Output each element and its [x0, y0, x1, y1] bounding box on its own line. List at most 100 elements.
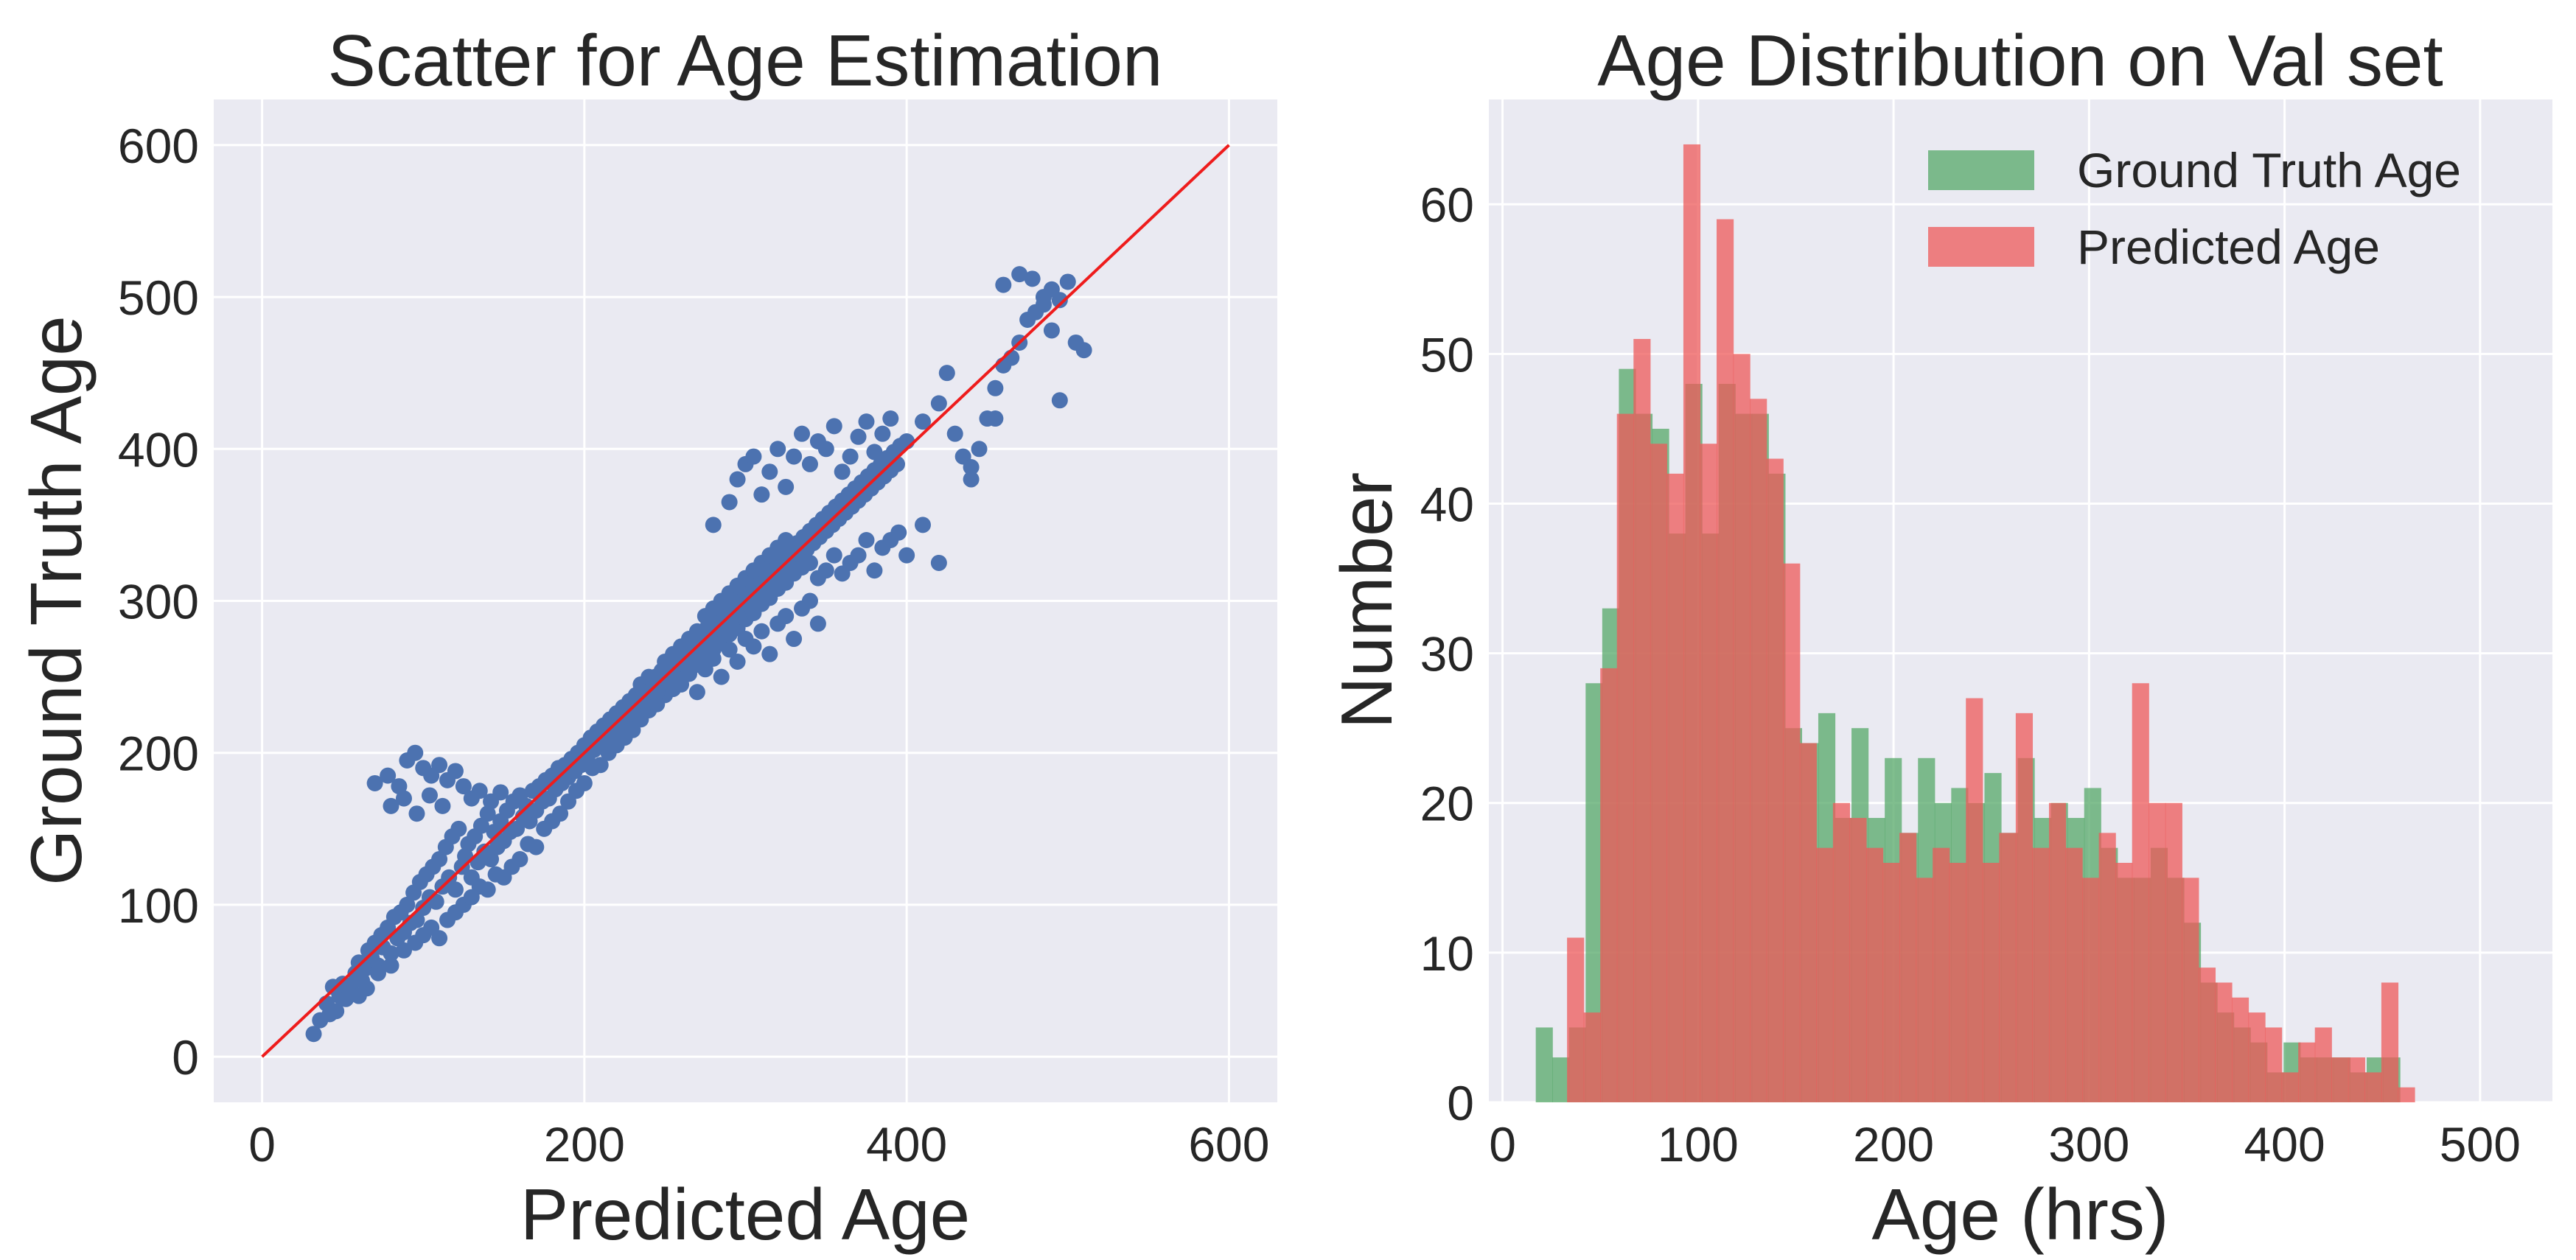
predicted-bar: [1933, 847, 1950, 1102]
predicted-bar: [1766, 458, 1784, 1102]
predicted-bar: [1949, 862, 1966, 1102]
legend-swatch-predicted: [1928, 227, 2034, 267]
histogram-panel: 0 100 200 300 400 500 0 10 20 30 40 50 60 Age Distr…: [1326, 20, 2552, 1255]
predicted-bar: [1600, 668, 1618, 1102]
scatter-point: [338, 990, 355, 1007]
scatter-point: [407, 744, 424, 761]
histogram-x-axis-label: Age (hrs): [1871, 1174, 2168, 1255]
predicted-bar: [1616, 413, 1634, 1102]
scatter-point: [834, 463, 851, 480]
scatter-point: [858, 413, 875, 430]
scatter-point: [483, 851, 500, 868]
scatter-point: [882, 410, 899, 427]
histogram-y-tick-label: 50: [1420, 327, 1474, 382]
scatter-point: [946, 425, 963, 442]
scatter-point: [705, 517, 722, 533]
predicted-bar: [2115, 862, 2133, 1102]
scatter-point: [680, 657, 697, 673]
scatter-point: [825, 418, 842, 435]
predicted-bar: [1700, 444, 1717, 1102]
scatter-point: [399, 896, 416, 913]
scatter-point: [592, 757, 609, 774]
scatter-point: [576, 774, 593, 791]
predicted-bar: [2149, 802, 2166, 1102]
predicted-bar: [1666, 473, 1684, 1102]
scatter-y-ticks: 0 100 200 300 400 500 600: [118, 119, 199, 1085]
scatter-point: [938, 365, 955, 382]
scatter-point: [673, 676, 690, 693]
histogram-y-tick-label: 10: [1420, 926, 1474, 981]
scatter-y-tick-label: 300: [118, 575, 199, 629]
scatter-point: [380, 767, 397, 784]
scatter-point: [383, 957, 399, 974]
scatter-y-tick-label: 200: [118, 727, 199, 781]
scatter-point: [705, 650, 722, 667]
scatter-point: [930, 395, 947, 412]
scatter-point: [688, 623, 705, 640]
scatter-point: [817, 441, 834, 458]
predicted-bar: [1650, 444, 1667, 1102]
scatter-point: [963, 459, 980, 476]
predicted-bar: [1750, 399, 1767, 1102]
scatter-point: [1059, 273, 1076, 290]
predicted-bar: [1783, 563, 1801, 1102]
predicted-bar: [2198, 967, 2216, 1102]
predicted-bar: [2281, 1072, 2299, 1102]
scatter-point: [431, 757, 448, 774]
predicted-bar: [1882, 862, 1900, 1102]
scatter-point: [366, 774, 383, 791]
scatter-point: [825, 547, 842, 564]
scatter-reference-line: [261, 144, 1230, 1058]
histogram-y-tick-label: 40: [1420, 477, 1474, 531]
scatter-x-axis-label: Predicted Age: [520, 1174, 970, 1255]
scatter-point: [915, 517, 931, 533]
predicted-bar: [2298, 1042, 2316, 1102]
histogram-x-tick-label: 100: [1658, 1117, 1739, 1172]
scatter-point: [528, 839, 545, 855]
predicted-bar: [2215, 982, 2233, 1102]
predicted-bar: [1899, 833, 1917, 1102]
scatter-point: [745, 638, 762, 655]
scatter-point: [874, 425, 891, 442]
histogram-x-ticks: 0 100 200 300 400 500: [1489, 1117, 2521, 1172]
scatter-point: [472, 817, 489, 834]
scatter-point: [778, 532, 795, 549]
predicted-bar: [2165, 802, 2182, 1102]
scatter-point: [753, 623, 770, 640]
scatter-point: [1043, 322, 1060, 339]
predicted-bar: [1832, 802, 1850, 1102]
scatter-x-tick-label: 200: [544, 1117, 625, 1172]
scatter-point: [995, 276, 1012, 293]
predicted-bar: [2065, 847, 2083, 1102]
predicted-bar: [2314, 1027, 2332, 1102]
histogram-y-tick-label: 20: [1420, 777, 1474, 831]
predicted-bar: [2015, 713, 2034, 1102]
scatter-y-tick-label: 600: [118, 119, 199, 173]
scatter-point: [729, 653, 746, 670]
scatter-point: [1051, 292, 1068, 309]
scatter-point: [479, 805, 496, 822]
scatter-point: [492, 784, 509, 801]
predicted-bar: [1733, 354, 1751, 1102]
scatter-point: [463, 790, 480, 807]
scatter-x-tick-label: 0: [248, 1117, 276, 1172]
scatter-point: [391, 778, 408, 795]
scatter-point: [479, 881, 496, 898]
histogram-y-ticks: 0 10 20 30 40 50 60: [1420, 178, 1474, 1130]
predicted-bar: [1683, 144, 1701, 1102]
scatter-point: [383, 945, 399, 962]
scatter-point: [817, 562, 834, 579]
scatter-point: [898, 547, 915, 564]
histogram-legend: Ground Truth Age Predicted Age: [1928, 143, 2461, 274]
predicted-bar: [2098, 833, 2116, 1102]
predicted-bar: [1583, 1012, 1601, 1102]
scatter-point: [786, 448, 803, 465]
predicted-histogram: [1567, 144, 2415, 1103]
scatter-point: [447, 763, 464, 780]
scatter-point: [786, 631, 803, 648]
scatter-point: [421, 787, 438, 804]
histogram-x-tick-label: 500: [2440, 1117, 2521, 1172]
scatter-point: [370, 965, 387, 981]
scatter-point: [971, 441, 988, 458]
predicted-bar: [2248, 1012, 2266, 1102]
